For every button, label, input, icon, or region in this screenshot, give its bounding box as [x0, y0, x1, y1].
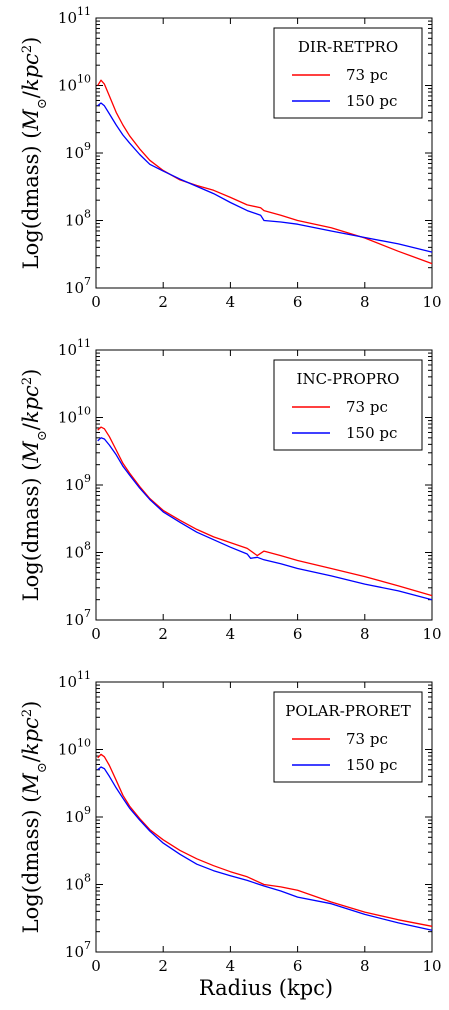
series-line-red	[97, 426, 433, 597]
legend-label: 73 pc	[346, 730, 388, 748]
y-tick-label: 109	[65, 472, 91, 494]
y-tick-label: 108	[65, 872, 91, 894]
x-tick-label: 4	[226, 293, 236, 311]
x-tick-label: 10	[422, 293, 441, 311]
x-axis-label: Radius (kpc)	[199, 976, 333, 1000]
y-tick-label: 107	[65, 607, 91, 629]
series-line-blue	[97, 102, 433, 253]
legend-box	[273, 27, 423, 119]
y-tick-label: 109	[65, 804, 91, 826]
x-tick-label: 6	[293, 625, 303, 643]
legend-label: 150 pc	[346, 92, 397, 110]
y-tick-label: 1011	[58, 5, 91, 27]
legend-title: POLAR-PRORET	[285, 702, 410, 720]
y-tick-label: 107	[65, 939, 91, 961]
x-tick-label: 10	[422, 957, 441, 975]
y-tick-label: 107	[65, 275, 91, 297]
y-axis-label: Log(dmass) (M⊙/kpc2)	[19, 369, 50, 602]
y-tick-label: 108	[65, 208, 91, 230]
x-tick-label: 8	[360, 625, 370, 643]
series-line-blue	[97, 766, 433, 931]
chart-panel-1: 0 2 4 6 8 10 107 108 109 1010 1011 DIR-RETPRO 73 pc 1…	[19, 5, 442, 311]
y-tick-label: 108	[65, 540, 91, 562]
series-line-red	[97, 753, 433, 927]
y-tick-label: 1010	[58, 73, 91, 95]
x-tick-label: 0	[91, 625, 101, 643]
x-tick-label: 6	[293, 957, 303, 975]
y-axis-label: Log(dmass) (M⊙/kpc2)	[19, 37, 50, 270]
x-tick-label: 6	[293, 293, 303, 311]
x-tick-label: 10	[422, 625, 441, 643]
legend-label: 73 pc	[346, 398, 388, 416]
legend-box	[273, 359, 423, 451]
legend-label: 150 pc	[346, 424, 397, 442]
y-tick-label: 1011	[58, 669, 91, 691]
x-tick-label: 4	[226, 625, 236, 643]
legend-box	[273, 691, 423, 783]
x-tick-label: 4	[226, 957, 236, 975]
series-line-red	[97, 79, 433, 265]
legend-title: DIR-RETPRO	[298, 38, 398, 56]
chart-panel-2: 0 2 4 6 8 10 107 108 109 1010 1011 INC-PROPRO 73 pc 1…	[19, 337, 442, 643]
legend-label: 150 pc	[346, 756, 397, 774]
x-tick-label: 8	[360, 293, 370, 311]
y-tick-label: 1011	[58, 337, 91, 359]
x-tick-label: 0	[91, 293, 101, 311]
x-tick-label: 2	[158, 957, 168, 975]
y-tick-label: 1010	[58, 405, 91, 427]
x-tick-label: 2	[158, 625, 168, 643]
x-tick-label: 8	[360, 957, 370, 975]
chart-panel-3: 0 2 4 6 8 10 107 108 109 1010 1011 POLAR-PRORET 73 p…	[19, 669, 442, 975]
legend-label: 73 pc	[346, 66, 388, 84]
y-axis-label: Log(dmass) (M⊙/kpc2)	[19, 701, 50, 934]
y-tick-label: 109	[65, 140, 91, 162]
y-tick-label: 1010	[58, 737, 91, 759]
legend-title: INC-PROPRO	[297, 370, 400, 388]
x-tick-label: 0	[91, 957, 101, 975]
series-line-blue	[97, 437, 433, 601]
x-tick-label: 2	[158, 293, 168, 311]
